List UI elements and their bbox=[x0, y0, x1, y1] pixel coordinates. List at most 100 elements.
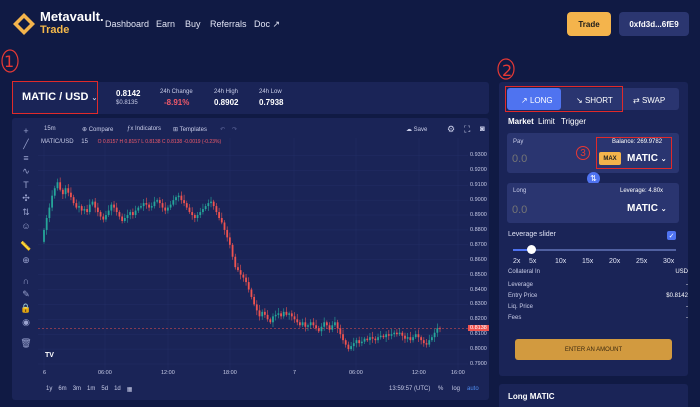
redo-icon[interactable]: ↷ bbox=[232, 127, 238, 133]
order-type-trigger[interactable]: Trigger bbox=[561, 117, 587, 126]
annotation-box-tabs bbox=[505, 86, 623, 112]
brush-icon[interactable]: ∿ bbox=[22, 166, 30, 176]
price-tick-label: 0.8400 bbox=[470, 286, 487, 293]
slider-mark-15x: 15x bbox=[582, 258, 594, 265]
candle bbox=[207, 203, 210, 207]
tab-short[interactable]: ↘ SHORT bbox=[576, 96, 613, 105]
entry-price-label: Entry Price bbox=[508, 293, 538, 299]
pattern-icon[interactable]: ✣ bbox=[22, 193, 30, 203]
candle bbox=[250, 289, 253, 297]
candle bbox=[382, 335, 385, 338]
candle bbox=[129, 212, 132, 216]
trash-icon[interactable]: 🗑 bbox=[20, 338, 32, 348]
range-1m[interactable]: 1m bbox=[87, 386, 96, 392]
candle bbox=[59, 182, 62, 190]
horizontal-lines-icon[interactable]: ≡ bbox=[23, 153, 29, 163]
candle bbox=[255, 304, 258, 311]
camera-icon[interactable]: ◙ bbox=[480, 124, 485, 133]
candle bbox=[385, 334, 388, 338]
price-tick-label: 0.9000 bbox=[470, 197, 487, 204]
leverage-slider-track[interactable] bbox=[513, 249, 676, 251]
prediction-icon[interactable]: ⇅ bbox=[22, 207, 30, 217]
candle bbox=[360, 341, 363, 344]
candle bbox=[169, 204, 172, 208]
candle bbox=[43, 229, 45, 242]
candle bbox=[202, 209, 204, 213]
auto-toggle[interactable]: auto bbox=[467, 386, 479, 392]
max-button[interactable]: MAX bbox=[599, 152, 621, 165]
collateral-label: Collateral In bbox=[508, 269, 541, 275]
range-5d[interactable]: 5d bbox=[101, 386, 109, 392]
pay-amount-input[interactable] bbox=[512, 152, 582, 166]
range-3m[interactable]: 3m bbox=[72, 386, 82, 392]
nav-doc[interactable]: Doc ↗ bbox=[254, 19, 281, 29]
collateral-value[interactable]: USD bbox=[675, 269, 688, 275]
nav-referrals[interactable]: Referrals bbox=[210, 19, 247, 29]
order-type-market[interactable]: Market bbox=[508, 117, 534, 126]
nav-earn[interactable]: Earn bbox=[156, 19, 176, 29]
nav-buy[interactable]: Buy bbox=[185, 19, 201, 29]
pay-token-selector[interactable]: MATIC ⌄ bbox=[627, 153, 667, 164]
price-axis[interactable]: 0.9300 0.9200 0.9100 0.9000 0.8900 0.8800 0.87… bbox=[468, 138, 489, 374]
save-button[interactable]: ☁ Save bbox=[406, 126, 427, 133]
tab-swap[interactable]: ⇄ SWAP bbox=[633, 96, 665, 105]
emoji-icon[interactable]: ☺ bbox=[21, 221, 31, 231]
crosshair-icon[interactable]: + bbox=[23, 126, 29, 136]
price-tick-label: 0.9300 bbox=[470, 152, 487, 159]
candle bbox=[61, 189, 64, 195]
zoom-icon[interactable]: ⊕ bbox=[22, 255, 30, 265]
log-toggle[interactable]: log bbox=[452, 386, 461, 392]
eye-icon[interactable]: ◉ bbox=[22, 317, 30, 327]
tradingview-logo-icon: TV bbox=[45, 352, 54, 359]
candle bbox=[80, 206, 83, 211]
brand-name: Metavault. bbox=[40, 9, 104, 24]
candle bbox=[218, 212, 221, 219]
price-tick-label: 0.8300 bbox=[470, 301, 487, 308]
date-range-icon[interactable]: ▦ bbox=[126, 387, 133, 393]
compare-button[interactable]: ⊕ Compare bbox=[82, 126, 113, 133]
range-1y[interactable]: 1y bbox=[46, 386, 53, 392]
candle bbox=[409, 337, 412, 341]
tab-long[interactable] bbox=[507, 88, 561, 110]
long-info-title: Long MATIC bbox=[508, 392, 555, 401]
slider-mark-25x: 25x bbox=[636, 258, 648, 265]
candle bbox=[371, 337, 374, 339]
range-1d[interactable]: 1d bbox=[114, 386, 121, 392]
candle bbox=[237, 267, 239, 271]
swap-direction-button[interactable]: ⇅ bbox=[587, 172, 600, 185]
ruler-icon[interactable]: 📏 bbox=[20, 241, 32, 251]
candle bbox=[406, 337, 409, 339]
candle bbox=[274, 314, 277, 317]
range-6m[interactable]: 6m bbox=[58, 386, 67, 392]
candle bbox=[212, 201, 215, 207]
lock-icon[interactable]: 🔒 bbox=[20, 303, 32, 313]
nav-dashboard[interactable]: Dashboard bbox=[105, 19, 150, 29]
wallet-button[interactable]: 0xfd3d...6fE9 bbox=[619, 12, 689, 36]
long-token-selector[interactable]: MATIC ⌄ bbox=[627, 203, 667, 214]
utc-time[interactable]: 13:59:57 (UTC) bbox=[389, 386, 431, 392]
undo-icon[interactable]: ↶ bbox=[220, 127, 226, 133]
long-amount-input[interactable] bbox=[512, 203, 592, 217]
magnet-icon[interactable]: ∩ bbox=[22, 276, 30, 286]
pair-selector[interactable]: MATIC / USD ⌄ bbox=[22, 91, 97, 103]
pencil-lock-icon[interactable]: ✎ bbox=[22, 289, 30, 299]
fullscreen-icon[interactable]: ⛶ bbox=[464, 124, 471, 134]
gear-icon[interactable]: ⚙ bbox=[447, 124, 456, 134]
templates-button[interactable]: ⊞ Templates bbox=[173, 126, 207, 133]
interval-selector[interactable]: 15m bbox=[44, 126, 56, 132]
enter-amount-button[interactable]: ENTER AN AMOUNT bbox=[515, 339, 672, 360]
order-type-limit[interactable]: Limit bbox=[538, 117, 555, 126]
text-icon[interactable]: T bbox=[23, 180, 29, 190]
leverage-slider-handle[interactable] bbox=[527, 245, 536, 254]
indicators-button[interactable]: ƒx Indicators bbox=[127, 126, 161, 132]
leverage-checkbox[interactable]: ✓ bbox=[667, 231, 676, 240]
price-chart[interactable] bbox=[38, 138, 468, 374]
time-axis[interactable]: 6 06:00 12:00 18:00 7 06:00 12:00 16:00 bbox=[38, 370, 468, 380]
trend-line-icon[interactable]: ╱ bbox=[23, 139, 29, 149]
trade-button[interactable]: Trade bbox=[567, 12, 611, 36]
trend-up-icon: ↗ bbox=[521, 96, 528, 105]
chart-panel bbox=[12, 118, 489, 400]
trend-down-icon: ↘ bbox=[576, 96, 583, 105]
percent-toggle[interactable]: % bbox=[438, 386, 444, 392]
candle bbox=[75, 203, 78, 208]
